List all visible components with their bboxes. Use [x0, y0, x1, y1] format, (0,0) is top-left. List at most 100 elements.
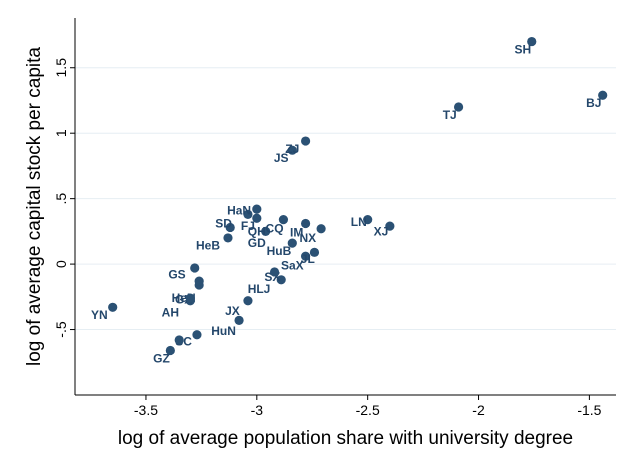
data-point: GD	[248, 204, 266, 250]
data-point: IM	[290, 218, 311, 240]
data-point: LN	[351, 214, 373, 229]
point-marker	[165, 345, 175, 356]
point-marker	[243, 296, 253, 306]
point-label: GZ	[153, 351, 170, 365]
point-label: TJ	[443, 108, 457, 122]
point-marker	[243, 209, 253, 219]
data-point: BJ	[586, 90, 608, 110]
point-marker	[190, 263, 200, 273]
point-label: HuB	[267, 244, 292, 258]
point-label: GS	[168, 267, 185, 281]
point-label: JS	[274, 151, 289, 165]
point-label: JX	[225, 304, 240, 318]
point-label: ZJ	[285, 142, 299, 156]
point-marker	[269, 267, 280, 277]
point-label: HeB	[196, 239, 220, 253]
point-marker	[261, 226, 271, 236]
data-point: GS	[168, 263, 200, 281]
x-tick-label: -2	[472, 402, 485, 418]
point-marker	[527, 36, 537, 47]
point-marker	[300, 251, 311, 261]
point-label: GD	[248, 236, 266, 250]
point-marker	[316, 224, 326, 234]
y-axis-title: log of average capital stock per capita	[24, 47, 45, 366]
data-point: JX	[225, 296, 253, 318]
point-label: NX	[299, 231, 316, 245]
data-point: FJ	[241, 213, 262, 233]
data-point: SD	[215, 216, 235, 233]
data-point: HLJ	[248, 267, 280, 296]
y-tick-label: .5	[53, 193, 69, 205]
point-label: JL	[301, 252, 315, 266]
point-marker	[287, 145, 297, 155]
point-marker	[225, 222, 235, 233]
data-point: HaN	[227, 203, 253, 219]
grid-lines	[75, 67, 616, 331]
y-tick-label: 0	[53, 260, 69, 268]
point-marker	[363, 214, 373, 225]
point-marker	[223, 233, 233, 243]
point-label: CQ	[266, 222, 284, 236]
point-marker	[598, 90, 608, 100]
y-tick-label: 1	[53, 129, 69, 137]
point-label: QH	[248, 224, 266, 238]
point-marker	[453, 102, 464, 112]
y-tick-label: 1.5	[53, 58, 69, 78]
point-marker	[300, 218, 311, 229]
point-marker	[276, 275, 286, 285]
x-tick-label: -3.5	[134, 402, 158, 418]
data-point: TJ	[443, 102, 464, 122]
y-tick-label: -.5	[53, 321, 69, 338]
data-point: HeB	[196, 233, 233, 253]
point-marker	[300, 136, 311, 146]
data-point: QH	[248, 224, 271, 238]
point-label: SH	[515, 42, 532, 56]
point-label: HLJ	[248, 282, 271, 296]
data-point: ZJ	[285, 142, 299, 156]
point-label: HuN	[211, 324, 236, 338]
x-tick-label: -3	[251, 402, 264, 418]
data-point: AH	[162, 293, 195, 319]
data-point: JS	[274, 136, 311, 165]
point-marker	[252, 213, 262, 223]
data-point: HuB	[267, 238, 297, 258]
data-point: SaX	[281, 251, 311, 272]
point-marker	[192, 330, 202, 340]
point-marker	[108, 302, 118, 312]
point-marker	[309, 247, 320, 257]
x-tick-label: -1.5	[577, 402, 601, 418]
data-point	[174, 335, 184, 345]
point-label: FJ	[241, 219, 255, 233]
point-marker	[185, 293, 195, 303]
point-label: LN	[351, 215, 367, 229]
axes: -.5 0 .5 1 1.5 -3.5 -3 -2.5 -2 -1.5	[53, 18, 616, 418]
data-point: YN	[91, 302, 118, 322]
point-label: IM	[290, 226, 303, 240]
data-point: XJ	[374, 221, 395, 238]
data-point: NX	[299, 224, 326, 245]
point-marker	[278, 214, 289, 225]
point-marker	[194, 276, 204, 286]
point-label: XJ	[374, 224, 389, 238]
x-tick-label: -2.5	[356, 402, 380, 418]
point-label: YN	[91, 308, 108, 322]
data-point	[194, 276, 204, 286]
point-label: HaN	[227, 203, 251, 217]
point-marker	[385, 221, 395, 231]
data-point: HuN	[211, 315, 244, 338]
data-point: SH	[515, 36, 537, 56]
data-point: JL	[301, 247, 320, 266]
point-marker	[234, 315, 244, 325]
data-point: GZ	[153, 345, 175, 365]
point-label: AH	[162, 305, 179, 319]
point-label: SaX	[281, 258, 304, 272]
point-marker	[174, 335, 184, 345]
point-label: SD	[215, 216, 232, 230]
data-point: CQ	[266, 214, 289, 236]
point-marker	[287, 238, 297, 248]
x-axis-title: log of average population share with uni…	[118, 428, 573, 449]
